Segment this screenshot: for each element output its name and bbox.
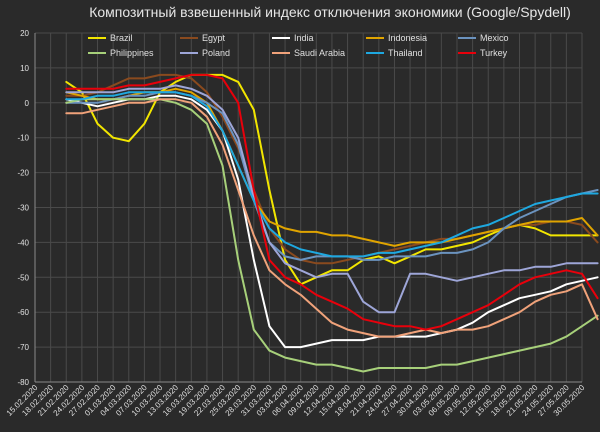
legend: Brazil Egypt India Indonesia Mexico Philippin… bbox=[88, 33, 509, 58]
series-line-india bbox=[65, 94, 599, 349]
y-tick-label: -20 bbox=[17, 169, 29, 178]
legend-label-brazil: Brazil bbox=[110, 33, 133, 43]
legend-label-poland: Poland bbox=[202, 48, 230, 58]
legend-label-saudi-arabia: Saudi Arabia bbox=[294, 48, 345, 58]
legend-label-mexico: Mexico bbox=[480, 33, 509, 43]
y-tick-label: -30 bbox=[17, 204, 29, 213]
series-line-thailand bbox=[65, 91, 599, 258]
series-line-philippines bbox=[65, 98, 599, 373]
grid-layer bbox=[34, 32, 583, 383]
chart-title: Композитный взвешенный индекс отключения… bbox=[89, 4, 571, 20]
legend-label-thailand: Thailand bbox=[388, 48, 423, 58]
y-tick-label: -40 bbox=[17, 238, 29, 247]
y-tick-label: -70 bbox=[17, 343, 29, 352]
y-tick-label: -50 bbox=[17, 273, 29, 282]
y-tick-label: 0 bbox=[25, 99, 30, 108]
y-tick-label: -80 bbox=[17, 378, 29, 387]
legend-label-philippines: Philippines bbox=[110, 48, 154, 58]
y-tick-label: 20 bbox=[20, 29, 29, 38]
legend-label-turkey: Turkey bbox=[480, 48, 508, 58]
legend-label-egypt: Egypt bbox=[202, 33, 226, 43]
series-line-poland bbox=[65, 84, 599, 314]
y-tick-label: 10 bbox=[20, 64, 29, 73]
series-line-turkey bbox=[65, 73, 599, 331]
y-tick-label: -10 bbox=[17, 134, 29, 143]
y-tick-label: -60 bbox=[17, 308, 29, 317]
legend-label-india: India bbox=[294, 33, 314, 43]
series-layer bbox=[65, 73, 599, 373]
legend-label-indonesia: Indonesia bbox=[388, 33, 427, 43]
series-line-saudi-arabia bbox=[65, 98, 599, 338]
